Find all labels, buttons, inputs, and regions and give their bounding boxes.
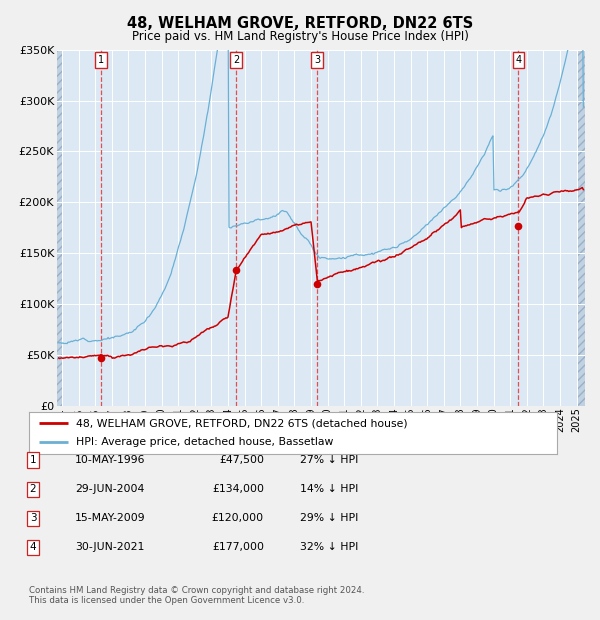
Bar [577, 50, 585, 406]
Text: £177,000: £177,000 [212, 542, 264, 552]
Text: £47,500: £47,500 [219, 455, 264, 465]
Text: 1: 1 [29, 455, 37, 465]
Text: 4: 4 [29, 542, 37, 552]
Text: 27% ↓ HPI: 27% ↓ HPI [300, 455, 358, 465]
Text: 10-MAY-1996: 10-MAY-1996 [75, 455, 146, 465]
Text: 48, WELHAM GROVE, RETFORD, DN22 6TS (detached house): 48, WELHAM GROVE, RETFORD, DN22 6TS (det… [76, 418, 408, 428]
Text: Contains HM Land Registry data © Crown copyright and database right 2024.
This d: Contains HM Land Registry data © Crown c… [29, 586, 364, 605]
Text: 3: 3 [314, 55, 320, 64]
Text: £120,000: £120,000 [212, 513, 264, 523]
Text: £134,000: £134,000 [212, 484, 264, 494]
Text: 2: 2 [233, 55, 239, 64]
Text: 2: 2 [29, 484, 37, 494]
Text: HPI: Average price, detached house, Bassetlaw: HPI: Average price, detached house, Bass… [76, 438, 334, 448]
Text: 3: 3 [29, 513, 37, 523]
Text: 48, WELHAM GROVE, RETFORD, DN22 6TS: 48, WELHAM GROVE, RETFORD, DN22 6TS [127, 16, 473, 30]
Text: 29-JUN-2004: 29-JUN-2004 [75, 484, 145, 494]
Text: 4: 4 [515, 55, 521, 64]
Text: 32% ↓ HPI: 32% ↓ HPI [300, 542, 358, 552]
Text: 30-JUN-2021: 30-JUN-2021 [75, 542, 145, 552]
Text: 14% ↓ HPI: 14% ↓ HPI [300, 484, 358, 494]
Bar [57, 50, 62, 406]
Text: 1: 1 [98, 55, 104, 64]
Text: Price paid vs. HM Land Registry's House Price Index (HPI): Price paid vs. HM Land Registry's House … [131, 30, 469, 43]
Text: 29% ↓ HPI: 29% ↓ HPI [300, 513, 358, 523]
Text: 15-MAY-2009: 15-MAY-2009 [75, 513, 146, 523]
